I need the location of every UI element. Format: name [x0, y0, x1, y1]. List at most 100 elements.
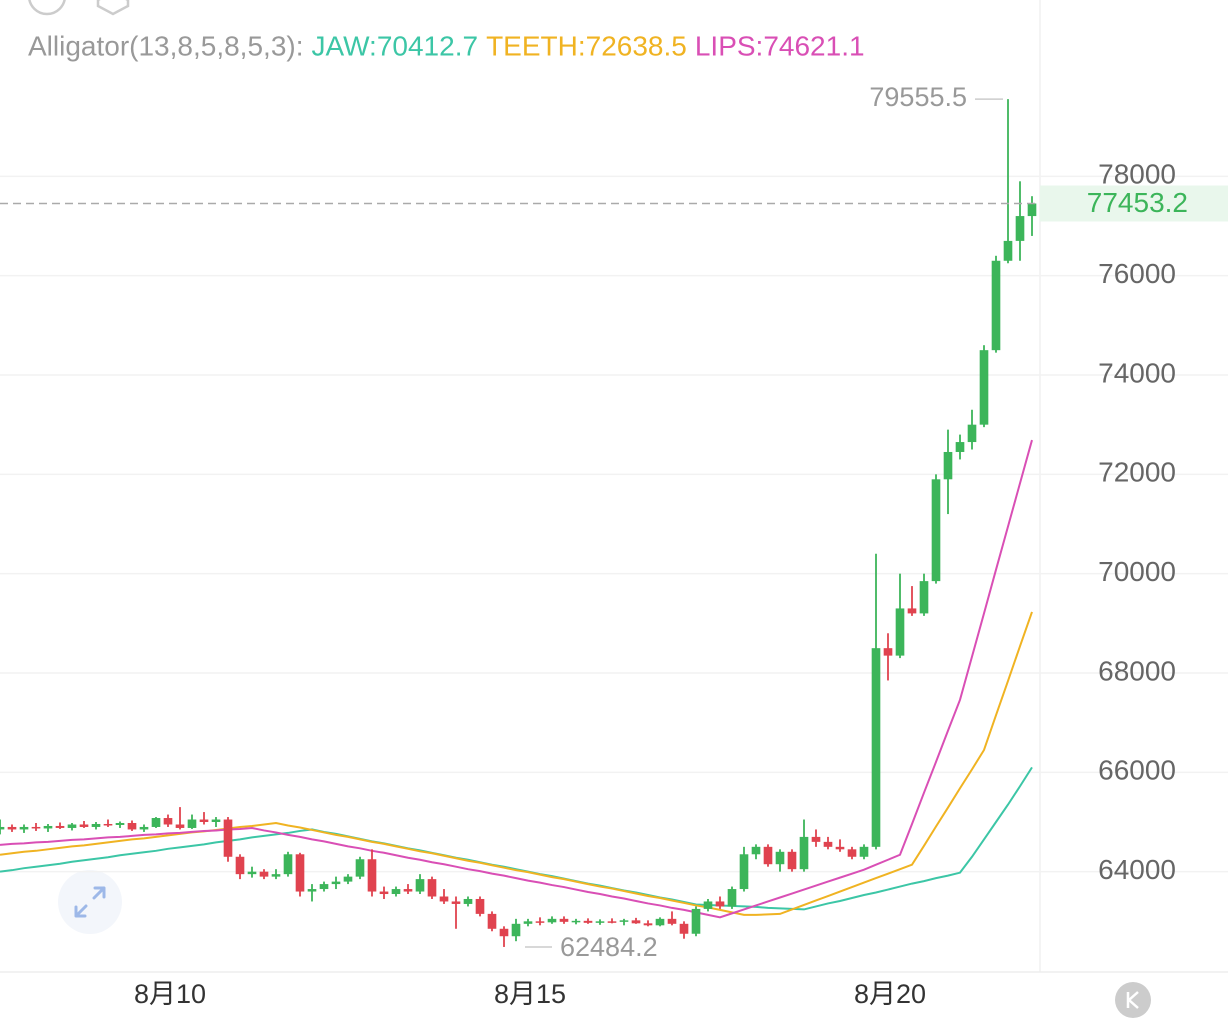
- y-tick-label: 76000: [1098, 258, 1176, 289]
- candle-body: [163, 818, 173, 825]
- candle-body: [31, 826, 41, 829]
- candle-body: [979, 350, 989, 425]
- k-button[interactable]: [1115, 982, 1151, 1018]
- candle-body: [535, 921, 545, 923]
- indicator-line: [0, 611, 1033, 916]
- candle-body: [643, 923, 653, 926]
- candle-body: [1015, 216, 1025, 241]
- expand-arrows: [74, 886, 106, 918]
- y-tick-label: 78000: [1098, 159, 1176, 190]
- candle-body: [7, 826, 17, 830]
- candle-body: [223, 819, 233, 857]
- candle-body: [271, 874, 281, 877]
- candle-body: [499, 928, 509, 937]
- y-tick-label: 70000: [1098, 556, 1176, 587]
- candle-body: [919, 581, 929, 614]
- y-tick-label: 74000: [1098, 357, 1176, 388]
- candle-body: [583, 920, 593, 923]
- candle-body: [79, 824, 89, 827]
- candle-body: [811, 836, 821, 842]
- legend-entry: LIPS:74621.1: [695, 30, 865, 61]
- candle-body: [319, 884, 329, 890]
- k-circle[interactable]: [1115, 982, 1151, 1018]
- expand-button[interactable]: [58, 870, 122, 934]
- current-price-box: [1040, 185, 1228, 222]
- y-tick-label: 72000: [1098, 457, 1176, 488]
- legend-entry: JAW:70412.7: [312, 30, 479, 61]
- candle-body: [103, 823, 113, 826]
- candle-body: [259, 871, 269, 877]
- candle-body: [343, 876, 353, 882]
- candle-body: [175, 824, 185, 828]
- candle-body: [115, 822, 125, 825]
- candle-body: [859, 846, 869, 857]
- candle-body: [199, 819, 209, 822]
- candle-body: [295, 854, 305, 892]
- max-label: 79555.5: [869, 82, 967, 112]
- candle-body: [379, 891, 389, 895]
- candle-body: [619, 920, 629, 922]
- candle-body: [43, 825, 53, 829]
- candle-body: [931, 479, 941, 582]
- candle-body: [775, 851, 785, 865]
- candle-body: [739, 854, 749, 890]
- y-tick-label: 64000: [1098, 854, 1176, 885]
- candle-body: [871, 648, 881, 847]
- candle-body: [679, 923, 689, 934]
- candle-body: [151, 818, 161, 827]
- candle-body: [475, 898, 485, 914]
- candle-body: [703, 901, 713, 909]
- candle-body: [19, 826, 29, 830]
- candle-body: [667, 918, 677, 924]
- candle-body: [487, 913, 497, 929]
- candle-body: [943, 451, 953, 480]
- candle-body: [463, 898, 473, 904]
- current-price-label: 77453.2: [1087, 187, 1188, 218]
- candle-body: [511, 923, 521, 937]
- candle-body: [283, 854, 293, 875]
- candle-body: [403, 889, 413, 892]
- candle-body: [367, 859, 377, 892]
- candle-body: [1003, 240, 1013, 261]
- candle-body: [427, 879, 437, 897]
- candle-body: [451, 901, 461, 904]
- indicator-line: [0, 439, 1033, 919]
- candle-body: [415, 879, 425, 892]
- alligator-lines: [0, 439, 1033, 919]
- candle-body: [895, 608, 905, 656]
- candle-body: [127, 822, 137, 830]
- candle-body: [187, 819, 197, 828]
- candle-body: [607, 921, 617, 923]
- candle-body: [391, 889, 401, 895]
- candle-body: [823, 841, 833, 847]
- top-icon[interactable]: [28, 0, 66, 16]
- settings-icon[interactable]: [96, 0, 130, 16]
- min-label: 62484.2: [560, 932, 658, 962]
- candle-body: [631, 920, 641, 924]
- candle-body: [595, 921, 605, 923]
- candle-body: [787, 851, 797, 870]
- legend-entry: TEETH:72638.5: [486, 30, 687, 61]
- candle-body: [547, 918, 557, 923]
- candle-body: [835, 846, 845, 850]
- candle-body: [211, 819, 221, 822]
- y-tick-label: 66000: [1098, 755, 1176, 786]
- x-tick-label: 8月10: [134, 979, 206, 1009]
- candle-body: [247, 871, 257, 875]
- expand-icon[interactable]: [58, 870, 122, 934]
- candle-body: [67, 824, 77, 828]
- candle-body: [751, 846, 761, 855]
- candle-body: [571, 920, 581, 923]
- candle-body: [355, 859, 365, 877]
- candle-body: [559, 918, 569, 922]
- x-tick-label: 8月20: [854, 979, 926, 1009]
- candle-body: [727, 889, 737, 907]
- candle-body: [655, 918, 665, 926]
- candle-body: [0, 826, 5, 830]
- candle-body: [763, 846, 773, 865]
- candle-body: [439, 896, 449, 902]
- y-tick-label: 68000: [1098, 655, 1176, 686]
- candle-body: [847, 849, 857, 857]
